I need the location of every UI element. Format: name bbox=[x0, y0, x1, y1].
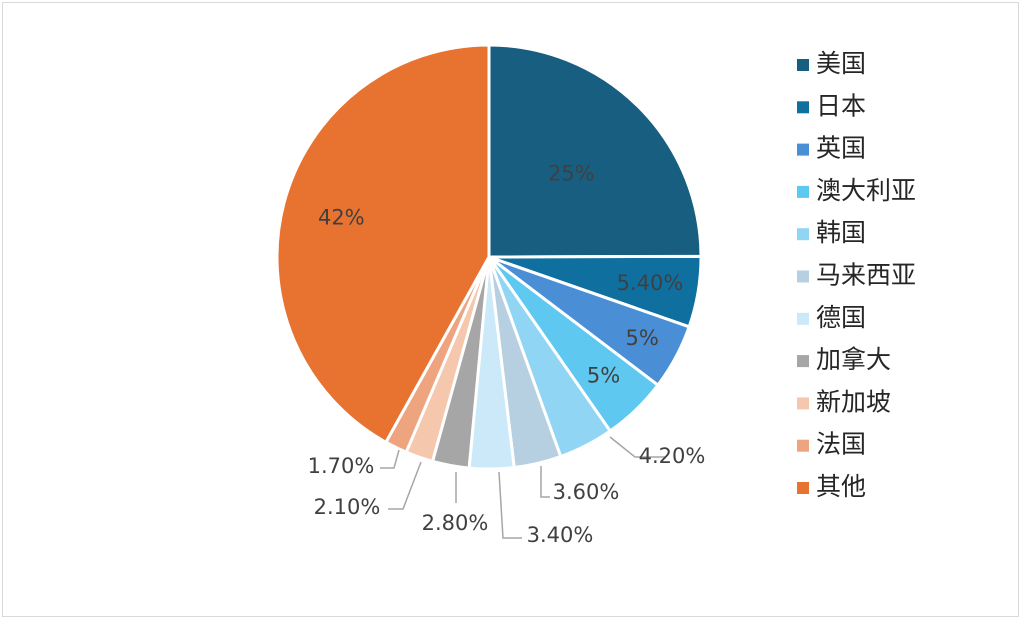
legend-swatch-5 bbox=[797, 228, 809, 241]
data-label-3: 5% bbox=[626, 326, 659, 350]
legend-swatch-6 bbox=[797, 270, 809, 283]
data-label-11: 42% bbox=[318, 206, 365, 230]
legend-swatch-11 bbox=[797, 482, 809, 494]
pie-slices bbox=[275, 43, 703, 471]
legend-swatch-7 bbox=[797, 312, 809, 325]
data-label-1: 25% bbox=[548, 161, 595, 185]
legend-label-9: 新加坡 bbox=[816, 387, 891, 416]
legend-swatch-3 bbox=[797, 143, 809, 156]
legend-label-5: 韩国 bbox=[816, 218, 866, 247]
legend-label-8: 加拿大 bbox=[816, 345, 891, 374]
leader-line-6 bbox=[540, 466, 550, 498]
legend-label-1: 美国 bbox=[816, 49, 866, 78]
legend-label-10: 法国 bbox=[816, 430, 866, 459]
pie-slice-11 bbox=[275, 43, 491, 444]
data-label-2: 5.40% bbox=[617, 271, 684, 295]
legend-swatch-9 bbox=[797, 397, 809, 410]
legend-swatch-1 bbox=[797, 59, 809, 71]
leader-line-5 bbox=[609, 436, 665, 458]
legend-label-6: 马来西亚 bbox=[816, 261, 916, 290]
legend-swatch-10 bbox=[797, 439, 809, 452]
leader-line-10 bbox=[380, 449, 400, 469]
legend-label-7: 德国 bbox=[816, 303, 866, 332]
legend-label-2: 日本 bbox=[816, 91, 866, 120]
legend-label-3: 英国 bbox=[816, 134, 866, 163]
leader-line-7 bbox=[498, 471, 522, 539]
data-label-10: 1.70% bbox=[308, 454, 375, 478]
leader-lines bbox=[380, 436, 665, 539]
pie-slice-1 bbox=[487, 43, 703, 259]
legend-label-4: 澳大利亚 bbox=[816, 176, 916, 205]
leader-line-9 bbox=[388, 461, 422, 510]
data-label-7: 3.40% bbox=[527, 523, 594, 547]
data-label-4: 5% bbox=[587, 363, 620, 387]
data-labels: 25% 5.40% 5%5% 4.20% 3.60% 3.40% 2.80% 2.10% 1.7… bbox=[308, 161, 706, 547]
legend-swatch-4 bbox=[797, 185, 809, 198]
data-label-8: 2.80% bbox=[422, 511, 489, 535]
data-label-6: 3.60% bbox=[553, 480, 620, 504]
legend-swatch-2 bbox=[797, 101, 809, 114]
data-label-5: 4.20% bbox=[639, 444, 706, 468]
legend-label-11: 其他 bbox=[816, 472, 866, 501]
data-label-9: 2.10% bbox=[314, 495, 381, 519]
legend-swatch-8 bbox=[797, 355, 809, 368]
